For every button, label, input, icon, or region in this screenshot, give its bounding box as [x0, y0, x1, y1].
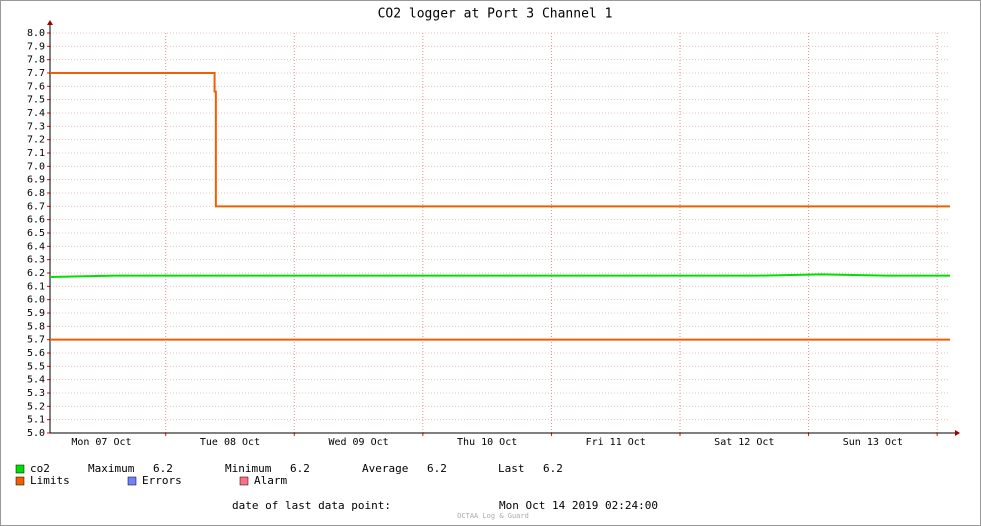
- y-tick-label: 7.9: [27, 41, 45, 52]
- x-tick-label: Sat 12 Oct: [714, 437, 774, 448]
- x-tick-label: Thu 10 Oct: [457, 437, 517, 448]
- y-tick-label: 7.4: [27, 108, 45, 119]
- legend-label: Alarm: [254, 474, 287, 487]
- footer-label: date of last data point:: [232, 499, 391, 512]
- series-line: [49, 273, 950, 278]
- y-tick-label: 6.9: [27, 175, 45, 186]
- stat-value: 6.2: [290, 462, 310, 475]
- axis-arrow: [47, 20, 53, 25]
- stat-label: Maximum: [88, 462, 135, 475]
- legend-label: Limits: [30, 474, 70, 487]
- stat-label: Average: [362, 462, 408, 475]
- legend-label: Errors: [142, 474, 182, 487]
- y-tick-label: 5.9: [27, 308, 45, 319]
- y-tick-label: 7.7: [27, 68, 45, 79]
- legend-swatch: [15, 464, 25, 474]
- chart-title: CO2 logger at Port 3 Channel 1: [378, 7, 613, 22]
- watermark: OCTAA Log & Guard: [457, 512, 529, 520]
- legend-swatch: [15, 476, 25, 486]
- footer-date: Mon Oct 14 2019 02:24:00: [499, 499, 658, 512]
- y-tick-label: 6.1: [27, 281, 45, 292]
- legend-label: co2: [30, 462, 50, 475]
- y-tick-label: 6.2: [27, 268, 45, 279]
- y-tick-label: 6.3: [27, 255, 45, 266]
- x-tick-label: Wed 09 Oct: [328, 437, 388, 448]
- y-tick-label: 5.5: [27, 361, 45, 372]
- stat-value: 6.2: [543, 462, 563, 475]
- y-tick-label: 5.8: [27, 321, 45, 332]
- series-line: [50, 72, 950, 341]
- legend-swatch: [239, 476, 249, 486]
- y-tick-label: 6.8: [27, 188, 45, 199]
- y-tick-label: 7.0: [27, 161, 45, 172]
- y-tick-label: 7.1: [27, 148, 45, 159]
- stat-label: Minimum: [225, 462, 272, 475]
- x-tick-label: Sun 13 Oct: [843, 437, 903, 448]
- axis-arrow: [955, 430, 960, 436]
- y-tick-label: 8.0: [27, 28, 45, 39]
- y-tick-label: 5.1: [27, 415, 45, 426]
- x-tick-label: Fri 11 Oct: [586, 437, 646, 448]
- y-tick-label: 5.3: [27, 388, 45, 399]
- stat-value: 6.2: [153, 462, 173, 475]
- y-tick-label: 6.0: [27, 295, 45, 306]
- x-tick-label: Tue 08 Oct: [200, 437, 260, 448]
- y-tick-label: 5.0: [27, 428, 45, 439]
- y-tick-label: 5.4: [27, 375, 45, 386]
- y-tick-label: 7.3: [27, 121, 45, 132]
- y-tick-label: 7.6: [27, 81, 45, 92]
- y-tick-label: 5.6: [27, 348, 45, 359]
- x-tick-label: Mon 07 Oct: [71, 437, 131, 448]
- y-tick-label: 7.8: [27, 55, 45, 66]
- stat-value: 6.2: [427, 462, 447, 475]
- y-tick-label: 7.5: [27, 95, 45, 106]
- legend-swatch: [127, 476, 137, 486]
- y-tick-label: 6.7: [27, 201, 45, 212]
- y-tick-label: 6.4: [27, 241, 45, 252]
- y-tick-label: 6.6: [27, 215, 45, 226]
- y-tick-label: 5.7: [27, 335, 45, 346]
- y-tick-label: 5.2: [27, 401, 45, 412]
- y-tick-label: 6.5: [27, 228, 45, 239]
- stat-label: Last: [498, 462, 525, 475]
- y-tick-label: 7.2: [27, 135, 45, 146]
